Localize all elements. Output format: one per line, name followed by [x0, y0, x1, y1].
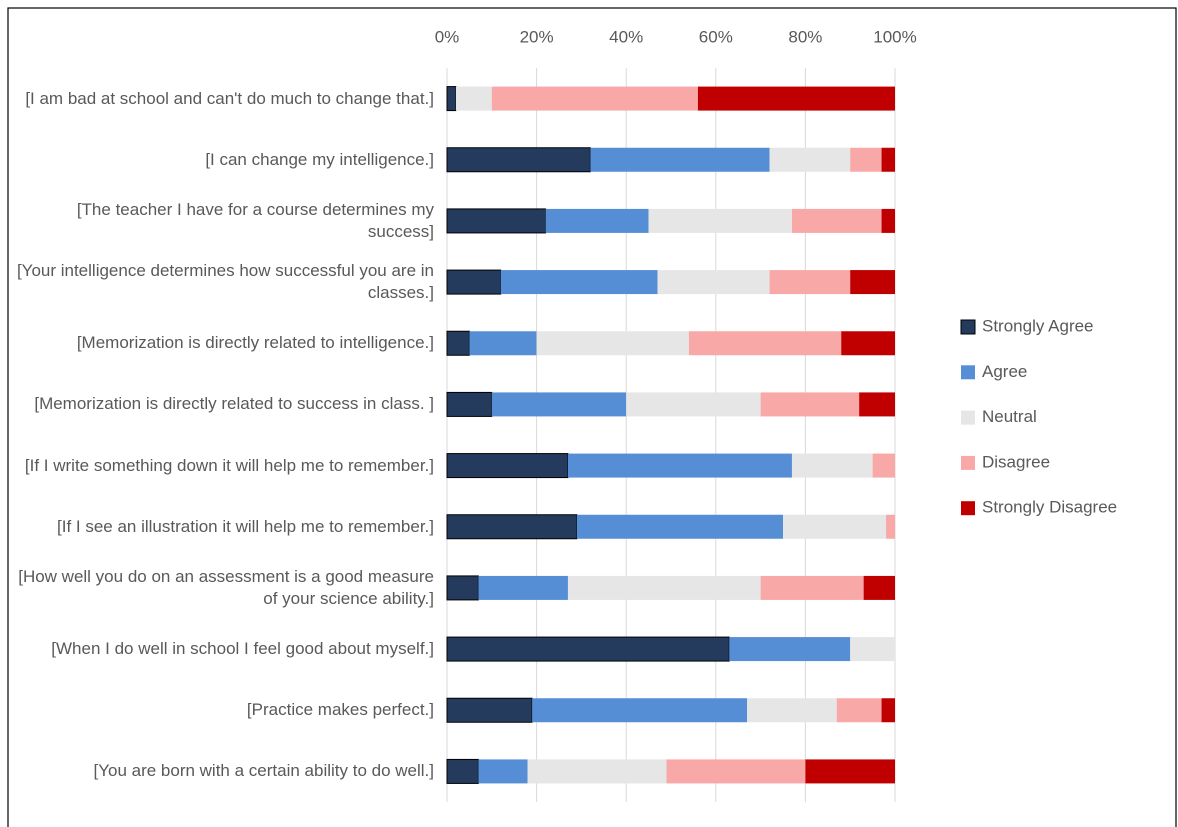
legend-swatch: [961, 455, 975, 470]
bar-segment: [469, 331, 537, 356]
bar-segment: [863, 575, 895, 600]
bar-segment: [859, 392, 895, 417]
bar-segment: [657, 270, 770, 295]
bar-segment: [881, 698, 895, 723]
bar-segment: [626, 392, 761, 417]
bar-segment: [769, 270, 851, 295]
bar-segment: [527, 759, 667, 784]
category-label: [If I write something down it will help …: [24, 455, 434, 475]
bar-segment: [791, 208, 882, 233]
bar-segment: [872, 453, 895, 478]
bar-segment: [491, 86, 698, 111]
bar-segment: [576, 514, 783, 539]
bar-segment: [536, 331, 689, 356]
bar-segment: [446, 86, 457, 112]
legend-label: Neutral: [982, 407, 1037, 426]
bar-segment: [478, 759, 528, 784]
bar-segment: [805, 759, 895, 784]
bar-segment: [446, 636, 730, 662]
legend-label: Agree: [982, 362, 1027, 381]
bar-segment: [532, 698, 748, 723]
bar-segment: [688, 331, 842, 356]
bar-segment: [545, 208, 649, 233]
bar-segment: [567, 575, 761, 600]
category-label: [Memorization is directly related to int…: [76, 333, 434, 353]
bar-segment: [881, 147, 895, 172]
category-label: [How well you do on an assessment is a g…: [18, 566, 434, 608]
category-label: [You are born with a certain ability to …: [93, 761, 434, 781]
bar-segment: [747, 698, 837, 723]
bar-segment: [446, 575, 479, 601]
bar-segment: [850, 147, 882, 172]
bar-segment: [446, 758, 479, 784]
bar-segment: [760, 392, 860, 417]
legend-label: Disagree: [982, 452, 1050, 471]
bar-segment: [881, 208, 895, 233]
legend-label: Strongly Disagree: [982, 498, 1117, 517]
x-tick-label: 100%: [873, 27, 916, 46]
bar-segment: [729, 637, 851, 662]
bar-segment: [446, 391, 493, 417]
bar-segment: [491, 392, 627, 417]
bar-segment: [446, 147, 591, 173]
legend-swatch: [961, 501, 975, 516]
legend-label: Strongly Agree: [982, 316, 1094, 335]
bar-segment: [478, 575, 568, 600]
bar-segment: [886, 514, 895, 539]
bar-segment: [850, 637, 895, 662]
frame: [7, 7, 1177, 827]
bar-segment: [850, 270, 895, 295]
bar-segment: [446, 269, 502, 295]
bar-segment: [760, 575, 864, 600]
legend-swatch: [961, 365, 975, 380]
bar-segment: [500, 270, 658, 295]
category-label: [When I do well in school I feel good ab…: [51, 639, 434, 659]
bar-segment: [455, 86, 492, 111]
bar-segment: [590, 147, 770, 172]
category-label: [The teacher I have for a course determi…: [76, 199, 434, 241]
bar-segment: [769, 147, 851, 172]
bar-segment: [648, 208, 792, 233]
bar-segment: [836, 698, 882, 723]
bar-segment: [697, 86, 895, 111]
x-tick-label: 40%: [609, 27, 643, 46]
x-tick-label: 0%: [435, 27, 460, 46]
bar-segment: [791, 453, 873, 478]
bar-segment: [446, 514, 578, 540]
category-label: [Practice makes perfect.]: [246, 700, 434, 720]
bar-segment: [567, 453, 792, 478]
legend-swatch: [961, 410, 975, 425]
x-tick-label: 20%: [520, 27, 554, 46]
legend-swatch: [960, 319, 976, 335]
category-label: [Memorization is directly related to suc…: [34, 394, 434, 414]
bar-segment: [446, 330, 470, 356]
bar-segment: [841, 331, 895, 356]
category-label: [If I see an illustration it will help m…: [57, 516, 434, 536]
category-label: [Your intelligence determines how succes…: [16, 261, 434, 303]
bar-segment: [446, 453, 569, 479]
bar-segment: [666, 759, 806, 784]
bar-segment: [783, 514, 887, 539]
bar-segment: [446, 208, 547, 234]
category-label: [I am bad at school and can't do much to…: [25, 88, 434, 108]
x-tick-label: 80%: [788, 27, 822, 46]
category-label: [I can change my intelligence.]: [205, 149, 434, 169]
bar-segment: [446, 697, 533, 723]
x-tick-label: 60%: [699, 27, 733, 46]
